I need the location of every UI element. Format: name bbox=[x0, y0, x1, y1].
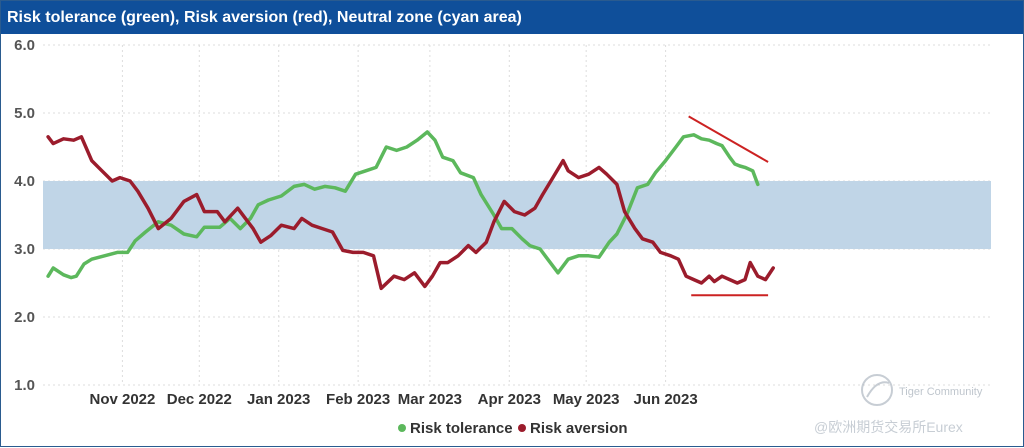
watermark-logo-icon bbox=[861, 374, 893, 406]
legend-label-risk-tolerance: Risk tolerance bbox=[410, 420, 513, 437]
legend-marker-risk-aversion bbox=[518, 424, 526, 432]
y-tick-label-2: 4.0 bbox=[14, 173, 35, 190]
legend: Risk tolerance Risk aversion bbox=[398, 420, 628, 437]
x-axis: Nov 2022 Dec 2022 Jan 2023 Feb 2023 Mar 2023… bbox=[89, 391, 697, 408]
y-tick-label-1: 5.0 bbox=[14, 105, 35, 122]
x-tick-label-2: Jan 2023 bbox=[247, 391, 310, 408]
chart-title: Risk tolerance (green), Risk aversion (r… bbox=[1, 1, 1023, 34]
annotation-layer bbox=[688, 115, 769, 297]
watermark-line2: @欧洲期货交易所Eurex bbox=[814, 419, 963, 435]
x-tick-label-5: Apr 2023 bbox=[478, 391, 541, 408]
x-tick-label-3: Feb 2023 bbox=[326, 391, 390, 408]
y-tick-label-5: 1.0 bbox=[14, 377, 35, 394]
chart-svg: 6.0 5.0 4.0 3.0 2.0 1.0 Nov 2022 Dec 2022 Jan 2… bbox=[14, 37, 991, 437]
watermark: Tiger Community @欧洲期货交易所Eurex bbox=[814, 374, 983, 435]
y-tick-label-0: 6.0 bbox=[14, 37, 35, 54]
x-tick-label-7: Jun 2023 bbox=[633, 391, 697, 408]
series-layer bbox=[46, 130, 775, 291]
legend-label-risk-aversion: Risk aversion bbox=[530, 420, 628, 437]
watermark-line1: Tiger Community bbox=[899, 386, 983, 398]
watermark-logo-swoosh-icon bbox=[866, 381, 890, 398]
legend-item-risk-tolerance[interactable]: Risk tolerance bbox=[398, 420, 513, 437]
trendline-0 bbox=[688, 115, 769, 163]
y-tick-label-3: 3.0 bbox=[14, 241, 35, 258]
x-tick-label-1: Dec 2022 bbox=[167, 391, 232, 408]
x-tick-label-6: May 2023 bbox=[553, 391, 620, 408]
x-tick-label-4: Mar 2023 bbox=[398, 391, 462, 408]
x-tick-label-0: Nov 2022 bbox=[89, 391, 155, 408]
legend-marker-risk-tolerance bbox=[398, 424, 406, 432]
y-axis: 6.0 5.0 4.0 3.0 2.0 1.0 bbox=[14, 37, 35, 394]
series-line-risk-aversion[interactable] bbox=[46, 135, 775, 291]
neutral-zone-area bbox=[43, 181, 991, 249]
legend-item-risk-aversion[interactable]: Risk aversion bbox=[518, 420, 628, 437]
y-tick-label-4: 2.0 bbox=[14, 309, 35, 326]
